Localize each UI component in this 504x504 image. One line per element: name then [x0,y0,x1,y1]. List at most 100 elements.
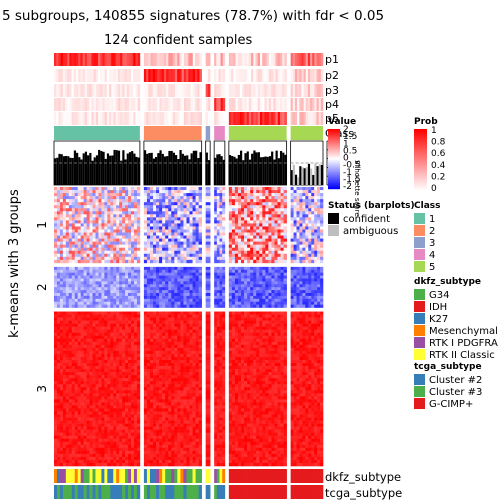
heatmap-cell [165,281,169,285]
heatmap-cell [274,238,278,242]
heatmap-cell [262,196,266,200]
heatmap-cell [113,187,117,191]
heatmap-cell [92,384,96,388]
prob-cell [318,112,322,125]
heatmap-cell [205,269,211,273]
heatmap-cell [136,411,141,415]
heatmap-cell [234,290,239,294]
heatmap-cell [262,272,266,276]
prob-cell [115,112,119,125]
heatmap-cell [234,226,239,230]
heatmap-cell [68,266,73,271]
heatmap-cell [189,290,193,294]
prob-cell [292,53,296,66]
heatmap-cell [89,332,93,337]
heatmap-cell [62,259,67,264]
heatmap-cell [311,226,315,230]
heatmap-cell [116,298,120,303]
heatmap-cell [244,211,248,215]
heatmap-cell [101,414,105,418]
heatmap-cell [296,275,300,279]
heatmap-cell [104,378,108,382]
heatmap-cell [268,199,272,203]
heatmap-cell [198,205,202,209]
prob-cell [251,84,254,97]
heatmap-cell [128,187,132,191]
heatmap-cell [171,202,175,206]
heatmap-cell [183,223,187,227]
heatmap-cell [156,293,160,297]
prob-cell [120,69,123,82]
heatmap-cell [116,293,120,297]
heatmap-cell [119,417,123,421]
heatmap-cell [98,266,102,271]
prob-cell [273,53,276,66]
heatmap-cell [277,256,281,261]
heatmap-cell [205,278,211,282]
heatmap-cell [271,266,275,271]
heatmap-cell [149,208,154,212]
heatmap-cell [228,241,233,245]
heatmap-cell [265,281,269,285]
prob-cell [166,98,169,111]
prob-cell [146,84,149,97]
heatmap-cell [95,411,99,415]
heatmap-cell [262,266,266,271]
heatmap-cell [234,272,239,276]
heatmap-cell [125,226,129,230]
heatmap-cell [165,301,169,305]
heatmap-cell [136,232,141,236]
heatmap-cell [290,202,294,206]
heatmap-cell [80,405,84,409]
heatmap-cell [62,208,67,212]
heatmap-cell [171,256,175,261]
heatmap-cell [95,338,99,343]
heatmap-cell [277,247,281,252]
silhouette-bar [104,158,107,185]
heatmap-cell [311,211,315,215]
heatmap-cell [280,244,284,249]
prob-cell [95,53,99,66]
heatmap-cell [110,196,114,200]
prob-cell [177,112,180,125]
heatmap-cell [231,202,236,206]
heatmap-cell [95,284,99,288]
heatmap-cell [101,208,105,212]
prob-cell [279,98,283,111]
prob-cell [207,112,211,125]
heatmap-cell [56,393,61,397]
heatmap-cell [314,217,318,221]
heatmap-cell [71,244,76,249]
prob-cell [181,69,185,82]
heatmap-cell [177,223,181,227]
heatmap-cell [149,272,154,276]
prob-cell [54,98,57,111]
heatmap-cell [54,256,58,261]
heatmap-cell [253,298,257,303]
heatmap-cell [299,214,303,218]
heatmap-cell [119,311,123,315]
heatmap-cell [125,208,129,212]
heatmap-cell [314,238,318,242]
silhouette-bar [93,157,96,185]
heatmap-cell [122,393,126,397]
heatmap-cell [244,193,248,197]
heatmap-cell [156,220,160,224]
heatmap-cell [216,298,220,303]
heatmap-cell [71,317,76,321]
heatmap-cell [247,205,251,209]
heatmap-cell [74,414,78,418]
prob-cell [76,84,79,97]
heatmap-cell [56,317,61,321]
heatmap-cell [146,202,151,206]
heatmap-cell [104,326,108,331]
heatmap-cell [107,208,111,212]
heatmap-cell [59,214,64,218]
heatmap-cell [180,290,184,294]
heatmap-cell [128,298,132,303]
heatmap-cell [222,229,226,233]
heatmap-cell [71,223,76,227]
prob-cell [150,112,154,125]
heatmap-cell [237,272,242,276]
heatmap-cell [311,253,315,258]
